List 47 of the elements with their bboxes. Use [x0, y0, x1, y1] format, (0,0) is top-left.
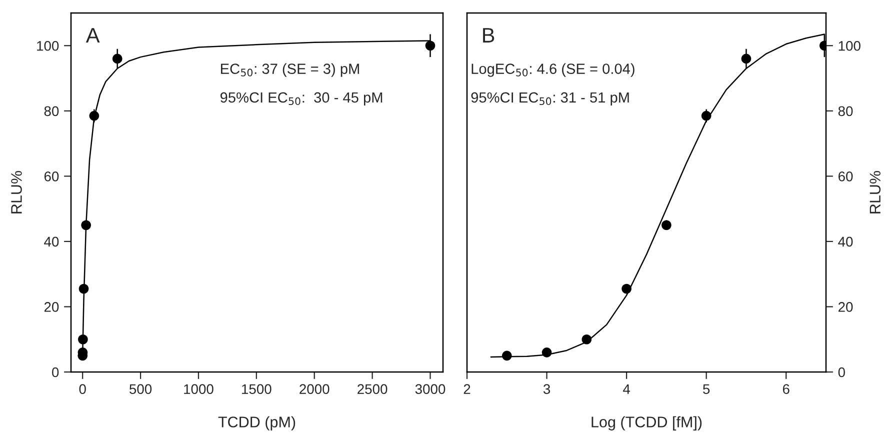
y2-tick-label: 60 [838, 172, 853, 182]
point [425, 40, 436, 51]
y-axis-title: RLU% [11, 170, 22, 214]
y2-tick-label: 20 [838, 302, 853, 312]
x-tick-label: 500 [130, 384, 152, 394]
y2-tick-label: 80 [838, 106, 853, 116]
y-tick-label: 20 [44, 302, 59, 312]
x-tick-label: 5 [703, 384, 710, 394]
point [81, 220, 91, 230]
y-tick-label: 60 [44, 172, 59, 182]
point [741, 54, 752, 64]
annotation: B [483, 28, 494, 42]
x-tick-label: 0 [79, 384, 86, 394]
x-axis-title: Log (TCDD [fM]) [592, 416, 702, 430]
x-tick-label: 3 [543, 384, 550, 394]
annotation: A [86, 28, 100, 42]
point [701, 110, 712, 121]
point [582, 334, 592, 344]
annotation: 95%CI EC$_{50}$: 31 - 51 pM [471, 92, 629, 106]
x-tick-label: 3000 [415, 384, 446, 394]
point [112, 54, 122, 64]
x-tick-label: 2000 [300, 384, 330, 394]
x-tick-label: 6 [782, 384, 790, 394]
y2-tick-label: 100 [838, 40, 860, 51]
x-axis-title: TCDD (pM) [218, 416, 296, 430]
point [502, 350, 512, 361]
point [89, 110, 100, 121]
y2-axis-title: RLU% [870, 170, 881, 214]
x-tick-label: 2500 [358, 384, 388, 394]
x-tick-label: 1500 [242, 384, 272, 394]
annotation: LogEC$_{50}$: 4.6 (SE = 0.04) [472, 63, 634, 77]
y-tick-label: 100 [37, 40, 59, 51]
point [622, 284, 632, 294]
x-tick-label: 4 [623, 384, 630, 394]
point [542, 348, 552, 358]
y2-tick-label: 40 [838, 236, 853, 247]
point [662, 220, 672, 230]
y-tick-label: 80 [44, 106, 59, 116]
y2-tick-label: 0 [838, 367, 845, 378]
x-tick-label: 1000 [184, 384, 214, 394]
annotation: EC$_{50}$: 37 (SE = 3) pM [220, 63, 359, 77]
point [78, 284, 89, 294]
y-tick-label: 0 [52, 367, 59, 378]
y-tick-label: 40 [44, 236, 59, 247]
x-tick-label: 2 [464, 384, 470, 394]
annotation: 95%CI EC$_{50}$: 30 - 45 pM [220, 92, 382, 106]
point [78, 334, 88, 344]
